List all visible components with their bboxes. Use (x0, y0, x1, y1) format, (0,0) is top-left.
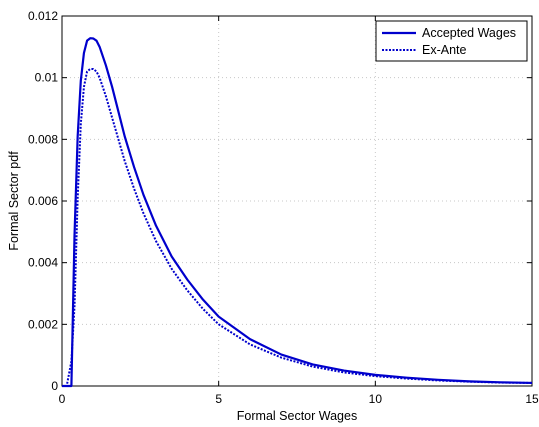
y-tick-label: 0.006 (28, 194, 58, 208)
y-tick-label: 0.008 (28, 132, 58, 146)
x-tick-label: 5 (215, 392, 222, 406)
y-tick-label: 0.004 (28, 256, 58, 270)
y-tick-label: 0.01 (35, 71, 59, 85)
x-tick-label: 0 (59, 392, 66, 406)
series-line-accepted-wages (62, 37, 533, 388)
legend-label: Accepted Wages (422, 26, 516, 40)
x-tick-label: 15 (525, 392, 539, 406)
x-tick-label: 10 (369, 392, 383, 406)
y-tick-label: 0 (51, 379, 58, 393)
y-tick-label: 0.012 (28, 9, 58, 23)
y-axis-label: Formal Sector pdf (7, 151, 21, 251)
legend-box (375, 20, 528, 62)
legend-label: Ex-Ante (422, 43, 467, 57)
plot-area: 0 5 10 15 0 0.002 0.004 0.006 0.008 0.01 0.012 Form… (7, 9, 539, 423)
plot-background (62, 16, 532, 386)
y-tick-label: 0.002 (28, 317, 58, 331)
x-axis-label: Formal Sector Wages (237, 409, 357, 423)
